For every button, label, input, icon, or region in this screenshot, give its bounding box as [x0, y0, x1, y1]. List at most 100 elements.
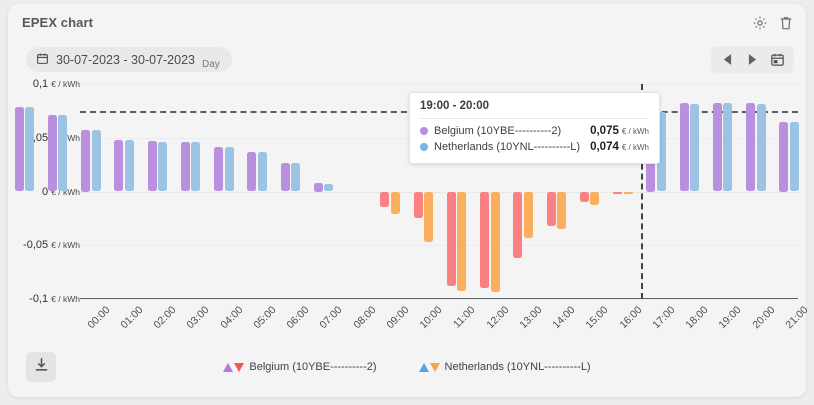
bar	[779, 121, 789, 192]
bar	[424, 191, 434, 243]
bar	[789, 121, 799, 192]
bar	[490, 191, 500, 293]
trash-icon[interactable]	[778, 15, 794, 31]
tooltip-row: Netherlands (10YNL----------L) 0,074 € /…	[420, 139, 649, 155]
bar	[191, 141, 201, 192]
bar-group[interactable]	[540, 84, 573, 299]
bar	[247, 151, 257, 192]
bar-group[interactable]	[474, 84, 507, 299]
x-axis-tick-label: 17:00	[650, 304, 678, 332]
bar-group[interactable]	[573, 84, 606, 299]
bar	[158, 141, 168, 192]
bar	[623, 191, 633, 194]
triangle-up-icon	[418, 362, 429, 372]
x-axis-tick-label: 05:00	[251, 304, 279, 332]
bar-group[interactable]	[607, 84, 640, 299]
bar	[47, 114, 57, 192]
chart-bars	[8, 84, 806, 299]
bar	[480, 191, 490, 288]
legend-item-netherlands[interactable]: Netherlands (10YNL----------L)	[418, 361, 591, 373]
bar	[446, 191, 456, 287]
tooltip-series-unit: € / kWh	[621, 142, 649, 152]
y-axis-tick-label: -0,05 € / kWh	[23, 239, 80, 252]
bar-group[interactable]	[341, 84, 374, 299]
bar	[124, 140, 134, 192]
legend-label: Netherlands (10YNL----------L)	[444, 361, 591, 373]
x-axis-tick-label: 16:00	[617, 304, 645, 332]
tooltip-series-unit: € / kWh	[621, 126, 649, 136]
bar	[656, 111, 666, 192]
bar-group[interactable]	[440, 84, 473, 299]
bar	[590, 191, 600, 206]
x-axis-tick-label: 03:00	[184, 304, 212, 332]
date-nav-group	[711, 46, 794, 73]
bar	[257, 151, 267, 192]
bar	[180, 141, 190, 192]
bar	[523, 191, 533, 238]
bar	[147, 141, 157, 192]
tooltip-series-value: 0,075	[590, 125, 619, 137]
x-axis-ticks: 00:00 01:00 02:00 03:00 04:00 05:00 06:00 07:00…	[80, 300, 810, 352]
bar-group[interactable]	[374, 84, 407, 299]
calendar-picker-button[interactable]	[765, 47, 790, 72]
triangle-up-icon	[223, 362, 234, 372]
tooltip-series-value: 0,074	[590, 141, 619, 153]
download-icon	[33, 356, 50, 378]
bar	[81, 129, 91, 192]
bar-group[interactable]	[141, 84, 174, 299]
bar-group[interactable]	[208, 84, 241, 299]
chart-legend: Belgium (10YBE----------2) Netherlands (…	[8, 361, 806, 373]
bar-group[interactable]	[740, 84, 773, 299]
bar	[14, 107, 24, 192]
gridline	[80, 245, 798, 247]
bar-group[interactable]	[407, 84, 440, 299]
next-period-button[interactable]	[740, 47, 765, 72]
bar	[91, 130, 101, 192]
bar	[25, 107, 35, 192]
header-actions	[752, 15, 794, 31]
bar-group[interactable]	[75, 84, 108, 299]
x-axis-tick-label: 15:00	[583, 304, 611, 332]
bar	[546, 191, 556, 226]
legend-label: Belgium (10YBE----------2)	[249, 361, 377, 373]
bar	[380, 191, 390, 208]
bar	[579, 191, 589, 202]
x-axis-tick-label: 21:00	[783, 304, 811, 332]
bar	[679, 103, 689, 192]
prev-period-button[interactable]	[715, 47, 740, 72]
date-range-unit: Day	[202, 59, 220, 70]
x-axis-tick-label: 14:00	[550, 304, 578, 332]
gridline	[80, 84, 798, 85]
bar	[291, 163, 301, 192]
bar-group[interactable]	[174, 84, 207, 299]
bar-group[interactable]	[8, 84, 41, 299]
x-axis-tick-label: 08:00	[351, 304, 379, 332]
bar-group[interactable]	[673, 84, 706, 299]
epex-chart-card: EPEX chart 30-07-2023 - 30-07-2023 Day	[8, 4, 810, 397]
legend-item-belgium[interactable]: Belgium (10YBE----------2)	[223, 361, 377, 373]
bar-group[interactable]	[274, 84, 307, 299]
bar-group[interactable]	[706, 84, 739, 299]
tooltip-series-name: Belgium (10YBE----------2)	[434, 125, 562, 137]
bar	[390, 191, 400, 214]
bar	[690, 103, 700, 192]
bar-group[interactable]	[108, 84, 141, 299]
date-range-picker[interactable]: 30-07-2023 - 30-07-2023 Day	[26, 47, 232, 72]
bar-group[interactable]	[307, 84, 340, 299]
bar	[756, 103, 766, 192]
x-axis-tick-label: 19:00	[716, 304, 744, 332]
x-axis-tick-label: 13:00	[517, 304, 545, 332]
bar	[457, 191, 467, 292]
bar-group[interactable]	[241, 84, 274, 299]
calendar-icon	[36, 52, 49, 68]
gear-icon[interactable]	[752, 15, 768, 31]
page-title: EPEX chart	[22, 15, 94, 30]
x-axis-tick-label: 01:00	[118, 304, 146, 332]
bar-group[interactable]	[41, 84, 74, 299]
download-button[interactable]	[26, 352, 56, 382]
bar-group[interactable]	[773, 84, 806, 299]
legend-markers	[418, 362, 440, 372]
bar	[712, 103, 722, 192]
bar-group[interactable]	[507, 84, 540, 299]
